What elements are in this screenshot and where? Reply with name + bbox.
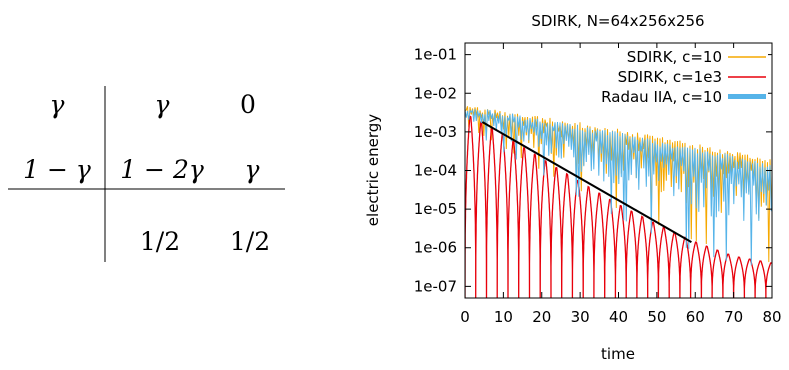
series-line-3	[465, 108, 772, 266]
tableau-b1: 1/2	[140, 227, 180, 256]
x-axis-label: time	[601, 345, 635, 363]
y-tick-label: 1e-02	[414, 84, 457, 102]
butcher-tableau: γ γ 0 1 − γ 1 − 2γ γ 1/2 1/2	[8, 86, 285, 262]
x-tick-label: 0	[460, 308, 470, 326]
y-tick-label: 1e-01	[414, 46, 457, 64]
legend-label-3: Radau IIA, c=10	[601, 88, 722, 106]
tableau-a11: γ	[155, 90, 170, 119]
y-tick-label: 1e-03	[414, 123, 457, 141]
legend-background	[540, 48, 768, 110]
legend-label-1: SDIRK, c=10	[627, 48, 722, 66]
energy-chart: SDIRK, N=64x256x256 0 10 20 30 40 50 60 70 80 1e-…	[364, 12, 782, 363]
x-tick-label: 10	[494, 308, 513, 326]
reference-layer	[481, 121, 692, 243]
x-tick-label: 80	[762, 308, 781, 326]
legend: SDIRK, c=10 SDIRK, c=1e3 Radau IIA, c=10	[540, 48, 768, 110]
ticks-layer: 0 10 20 30 40 50 60 70 80 1e-01 1e-02 1e-03 1e-04 1e-…	[414, 43, 782, 326]
tableau-a12: 0	[240, 90, 256, 119]
tableau-c1: γ	[50, 90, 65, 119]
legend-swatch-3	[728, 94, 766, 99]
y-axis-label: electric energy	[364, 114, 382, 226]
tableau-a22: γ	[245, 155, 260, 184]
x-tick-label: 30	[571, 308, 590, 326]
tableau-b2: 1/2	[230, 227, 270, 256]
y-tick-label: 1e-04	[414, 162, 457, 180]
tableau-c2: 1 − γ	[23, 155, 91, 184]
y-tick-label: 1e-05	[414, 200, 457, 218]
legend-label-2: SDIRK, c=1e3	[618, 68, 722, 86]
series-layer	[465, 106, 772, 298]
chart-title: SDIRK, N=64x256x256	[531, 12, 704, 30]
tableau-a21: 1 − 2γ	[120, 155, 204, 184]
y-tick-label: 1e-07	[414, 277, 457, 295]
x-tick-label: 50	[647, 308, 666, 326]
x-tick-label: 20	[532, 308, 551, 326]
x-tick-label: 40	[609, 308, 628, 326]
reference-slope-line	[481, 121, 692, 243]
series-line-2	[465, 115, 772, 298]
y-tick-label: 1e-06	[414, 239, 457, 257]
x-tick-label: 60	[686, 308, 705, 326]
x-tick-label: 70	[724, 308, 743, 326]
